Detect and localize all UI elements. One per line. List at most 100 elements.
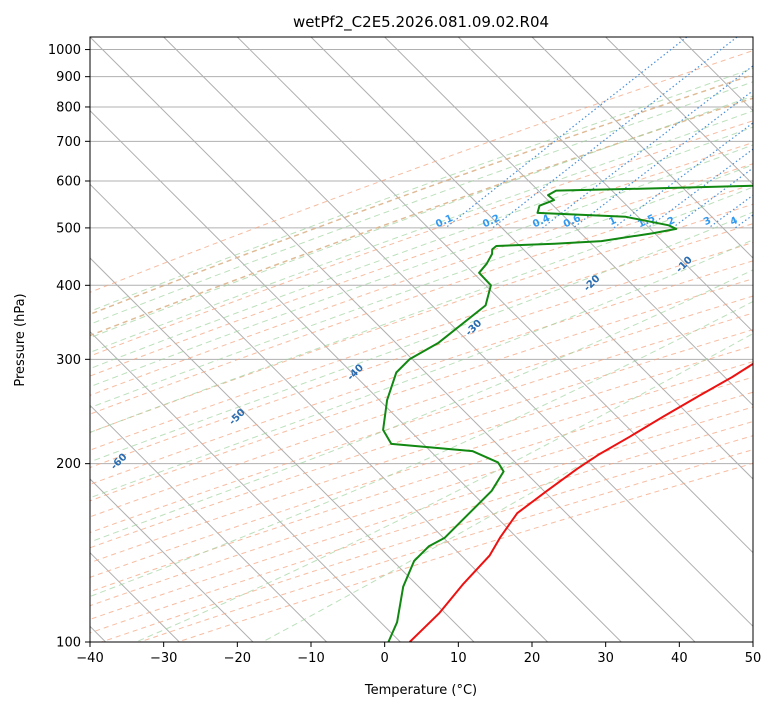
- plot-frame: [89, 36, 754, 643]
- x-tick-label: −10: [297, 651, 324, 666]
- x-tick-label: −40: [76, 651, 103, 666]
- mixing-ratio-line: [542, 65, 753, 229]
- moist-adiabat: [90, 144, 753, 388]
- x-tick-label: 30: [597, 651, 614, 666]
- moist-adiabat: [90, 164, 753, 409]
- mixing-ratio-labels: 0.10.20.40.611.52346810131620253036: [434, 213, 775, 230]
- isotherm-line: [531, 37, 753, 259]
- mixing-ratio-line: [734, 214, 753, 229]
- isotherm-line: [90, 478, 254, 642]
- dry-adiabat: [90, 376, 753, 593]
- dry-adiabat: [90, 260, 753, 485]
- isotherm-line: [90, 257, 475, 642]
- y-tick-label: 900: [56, 70, 81, 85]
- x-tick-label: 40: [671, 651, 688, 666]
- x-tick-label: −20: [224, 651, 251, 666]
- y-tick-label: 800: [56, 100, 81, 115]
- isotherm-line: [90, 183, 549, 642]
- mixing-ratio-label: 2: [666, 215, 677, 228]
- isotherm-line: [457, 37, 753, 333]
- y-tick-label: 200: [56, 457, 81, 472]
- mixing-ratio-label: 6: [768, 215, 775, 228]
- chart-title: wetPf2_C2E5.2026.081.09.02.R04: [293, 13, 549, 32]
- mixing-ratio-line: [572, 89, 753, 229]
- dry-adiabat: [90, 50, 753, 293]
- y-tick-label: 500: [56, 221, 81, 236]
- moist-adiabat: [90, 126, 753, 370]
- dry-adiabat: [90, 241, 753, 469]
- dewpoint-line: [382, 184, 753, 642]
- moist-adiabat: [90, 211, 753, 463]
- moist-adiabat: [90, 95, 753, 339]
- moist-adiabat: [90, 81, 753, 325]
- dry-adiabat: [90, 203, 753, 433]
- moist-adiabat: [90, 300, 753, 597]
- moist-adiabat: [90, 269, 753, 543]
- profile-series: [382, 184, 753, 642]
- y-tick-label: 400: [56, 279, 81, 294]
- temperature-line: [409, 362, 753, 642]
- y-tick-label: 100: [56, 636, 81, 651]
- y-tick-label: 1000: [48, 43, 81, 58]
- moist-adiabat: [90, 67, 753, 312]
- x-axis: −40 −30 −20 −10 0 10 20 30 40 50: [76, 642, 761, 666]
- dry-adiabat: [101, 435, 753, 642]
- x-tick-label: 20: [524, 651, 541, 666]
- x-tick-label: −30: [150, 651, 177, 666]
- moist-adiabat: [262, 364, 753, 642]
- isotherm-label: -70: [0, 496, 11, 517]
- dry-adiabat: [90, 74, 753, 315]
- isotherm-label: -60: [109, 452, 130, 473]
- moist-adiabat: [90, 110, 753, 353]
- dry-adiabat: [90, 73, 753, 316]
- moist-adiabat: [90, 186, 753, 433]
- mixing-ratio-label: 4: [729, 215, 740, 228]
- isotherm-line: [163, 37, 753, 628]
- isotherm-line: [90, 37, 696, 642]
- dry-adiabat: [90, 163, 753, 396]
- moist-adiabat: [90, 239, 753, 499]
- isotherm-label: -10: [674, 255, 695, 276]
- mixing-ratio-label: 3: [702, 215, 713, 228]
- dry-adiabat: [90, 329, 753, 549]
- dry-adiabat: [90, 183, 753, 415]
- y-tick-label: 300: [56, 353, 81, 368]
- dry-adiabat: [90, 391, 753, 607]
- y-tick-label: 700: [56, 135, 81, 150]
- mixing-ratio-line: [708, 194, 753, 229]
- mixing-ratio-line: [492, 37, 738, 229]
- dry-adiabat: [90, 223, 753, 451]
- isotherm-label: -20: [582, 273, 603, 294]
- isotherm-line: [605, 37, 753, 186]
- mixing-ratio-label: 1: [607, 215, 618, 228]
- dry-adiabat: [90, 345, 753, 564]
- dry-adiabat: [90, 97, 753, 337]
- isotherm-line: [752, 37, 753, 38]
- x-axis-label: Temperature (°C): [364, 683, 477, 698]
- dry-adiabat: [90, 120, 753, 357]
- x-tick-label: 50: [745, 651, 762, 666]
- background-lines: [90, 37, 753, 642]
- y-tick-label: 600: [56, 174, 81, 189]
- isotherm-line: [90, 404, 328, 642]
- dry-adiabat: [90, 312, 753, 534]
- dry-adiabat: [90, 295, 753, 518]
- x-tick-label: 0: [381, 651, 389, 666]
- isotherm-line: [90, 330, 401, 642]
- x-tick-label: 10: [450, 651, 467, 666]
- dry-adiabat: [90, 97, 753, 337]
- isotherm-line: [236, 37, 753, 554]
- isotherm-label: -40: [345, 362, 366, 383]
- y-axis: 1000 900 800 700 600 500 400 300 200 100: [48, 43, 90, 651]
- mixing-ratio-line: [672, 167, 753, 229]
- dry-adiabat: [90, 361, 753, 578]
- moist-adiabat: [135, 333, 753, 642]
- dry-adiabat: [90, 142, 753, 377]
- isotherm-line: [678, 37, 753, 112]
- y-axis-label: Pressure (hPa): [13, 293, 28, 386]
- isotherm-line: [90, 109, 622, 642]
- dry-adiabat: [177, 462, 753, 642]
- dry-adiabat: [90, 278, 753, 502]
- isotherm-line: [384, 37, 753, 407]
